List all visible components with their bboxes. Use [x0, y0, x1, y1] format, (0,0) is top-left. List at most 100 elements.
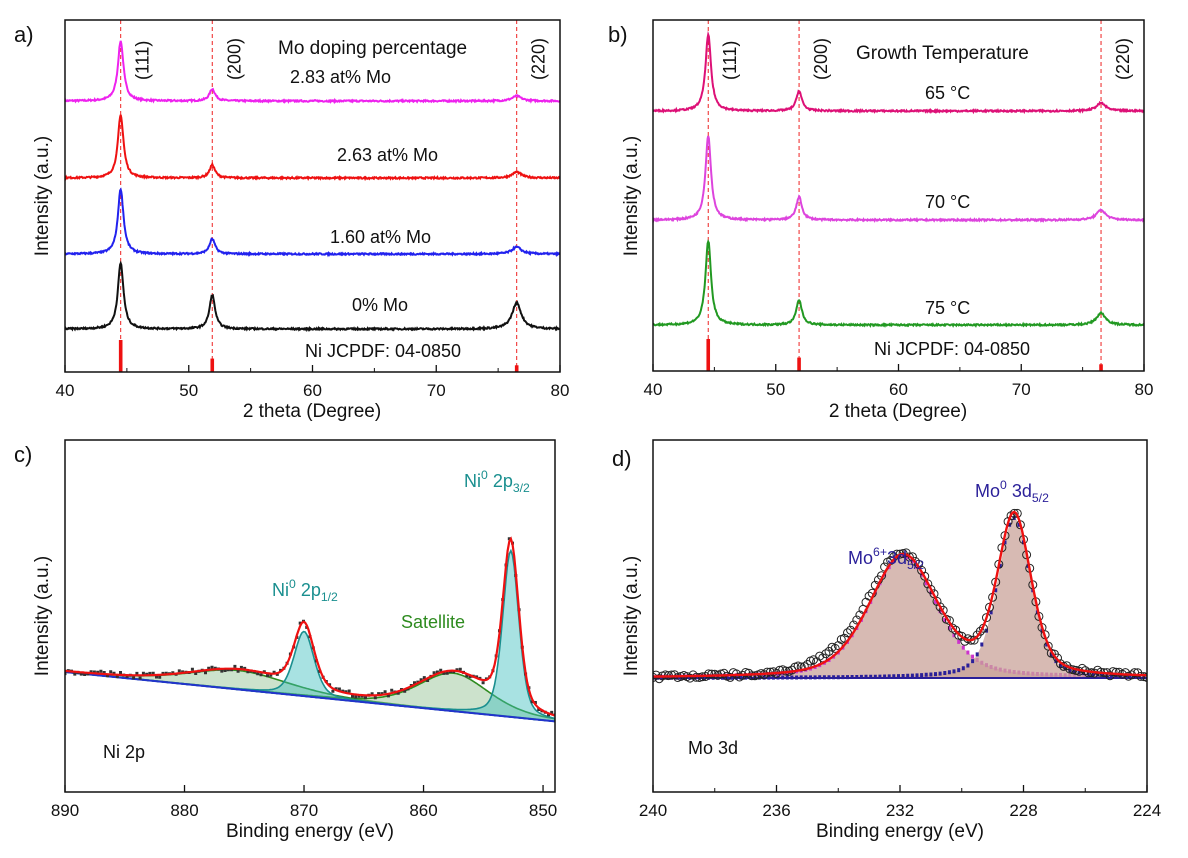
x-tick-label: 60 [303, 381, 322, 400]
panel-c-xps-ni2p: 890 880 870 860 850 Ni 2p Binding energy (eV… [32, 439, 557, 842]
mo-raw-point [951, 625, 961, 635]
mo-raw-point [957, 631, 967, 641]
reference-stick [797, 357, 801, 371]
mo-raw-point [982, 613, 991, 623]
series-label-a-1: 2.63 at% Mo [337, 145, 438, 165]
panel-d-xps-mo3d: 240 236 232 228 224 Mo 3d Binding energy (eV… [621, 439, 1161, 842]
panel-label-d: d) [612, 446, 632, 471]
series-label-a-2: 1.60 at% Mo [330, 227, 431, 247]
panel-a-xlabel: 2 theta (Degree) [243, 401, 381, 422]
mo-raw-point [830, 643, 840, 653]
label-ni0-2p1-2: Ni0 2p1/2 [272, 577, 338, 604]
mo-raw-point [923, 579, 933, 589]
x-tick-label: 50 [179, 381, 198, 400]
panel-a-reference-label: Ni JCPDF: 04-0850 [305, 341, 461, 361]
series-label-b-1: 70 °C [925, 192, 970, 212]
x-tick-label: 240 [639, 801, 667, 820]
x-tick-label: 224 [1133, 801, 1161, 820]
x-tick-label: 40 [644, 380, 663, 399]
mo-raw-point [944, 616, 954, 625]
x-tick-label: 880 [170, 801, 198, 820]
panel-d-inset-label: Mo 3d [688, 738, 738, 758]
mo-raw-point [1006, 511, 1016, 521]
series-label-b-2: 75 °C [925, 298, 970, 318]
mo-envelope-fit [653, 510, 1147, 678]
mo-raw-point [1093, 665, 1103, 675]
x-tick-label: 70 [1012, 380, 1031, 399]
series-label-a-0: 2.83 at% Mo [290, 67, 391, 87]
series-a-0 [65, 40, 560, 105]
mo-raw-point [670, 670, 680, 680]
x-tick-label: 890 [51, 801, 79, 820]
mo-raw-point [667, 670, 676, 680]
mo-raw-point [929, 589, 939, 599]
panel-b-reference-label: Ni JCPDF: 04-0850 [874, 339, 1030, 359]
mo-raw-point [821, 649, 831, 659]
panel-b-xrd-temperature: (111) (200) (220) 65 °C 70 °C 75 °C 40 50 60 70 80… [621, 19, 1153, 422]
series-b-2 [653, 239, 1144, 328]
series-label-b-0: 65 °C [925, 83, 970, 103]
x-tick-label: 232 [886, 801, 914, 820]
panel-b-ylabel: Intensity (a.u.) [621, 136, 642, 256]
mo-raw-point [910, 557, 920, 566]
label-mo0-3d5-2: Mo0 3d5/2 [975, 478, 1049, 505]
panel-d-ylabel: Intensity (a.u.) [621, 556, 642, 676]
mo-raw-point [762, 667, 772, 677]
ni-background-line [65, 671, 555, 723]
mo-raw-point [1009, 508, 1019, 518]
reference-stick [118, 340, 123, 372]
x-tick-label: 50 [766, 380, 785, 399]
reference-stick [1099, 364, 1103, 371]
panel-label-a: a) [14, 22, 34, 47]
series-label-a-3: 0% Mo [352, 295, 408, 315]
mo-raw-point [685, 673, 695, 683]
reference-stick [514, 365, 519, 372]
panel-label-c: c) [14, 442, 32, 467]
series-b-1 [653, 135, 1144, 223]
label-mo6-3d5-2: Mo6+3d5/2 [848, 545, 924, 572]
panel-a-ylabel: Intensity (a.u.) [32, 136, 53, 256]
mo-raw-point [1053, 653, 1062, 663]
x-tick-label: 40 [56, 381, 75, 400]
mo-raw-point [920, 571, 930, 581]
hkl-label-220: (220) [529, 38, 549, 80]
mo-raw-point [1077, 663, 1087, 673]
ni-envelope-fit [65, 536, 555, 717]
panel-label-b: b) [608, 22, 628, 47]
x-tick-label: 870 [290, 801, 318, 820]
mo-raw-point [932, 596, 942, 606]
x-tick-label: 228 [1009, 801, 1037, 820]
hkl-label-111: (111) [720, 41, 740, 80]
hkl-label-200: (200) [224, 38, 244, 80]
mo-raw-point [1108, 667, 1118, 677]
x-tick-label: 80 [551, 381, 570, 400]
x-tick-label: 60 [889, 380, 908, 399]
hkl-label-200: (200) [811, 38, 831, 80]
panel-b-xlabel: 2 theta (Degree) [829, 401, 967, 422]
panel-c-ylabel: Intensity (a.u.) [32, 556, 53, 676]
reference-stick [210, 358, 215, 372]
panel-a-title: Mo doping percentage [278, 38, 467, 59]
mo-raw-point [707, 669, 717, 679]
x-tick-label: 850 [529, 801, 557, 820]
x-tick-label: 236 [762, 801, 790, 820]
panel-b-title: Growth Temperature [856, 43, 1029, 64]
series-a-2 [65, 187, 560, 258]
panel-c-xlabel: Binding energy (eV) [226, 821, 394, 842]
x-tick-label: 70 [427, 381, 446, 400]
mo-raw-point [904, 552, 914, 562]
mo-raw-point [719, 668, 729, 678]
mo-raw-point [1062, 661, 1072, 671]
mo-raw-point [1111, 667, 1121, 677]
mo-raw-point [843, 628, 852, 638]
panel-c-frame [64, 439, 556, 793]
series-a-1 [65, 114, 560, 182]
mo-raw-point [917, 565, 927, 575]
mo-raw-point [935, 602, 945, 612]
panel-d-xlabel: Binding energy (eV) [816, 821, 984, 842]
hkl-label-111: (111) [133, 41, 153, 80]
mo-raw-point [704, 669, 714, 679]
panel-a-xrd-doping: (111) (200) (220) 2.83 at% Mo 2.63 at% Mo 1.6… [32, 19, 570, 422]
panel-c-inset-label: Ni 2p [103, 742, 145, 762]
